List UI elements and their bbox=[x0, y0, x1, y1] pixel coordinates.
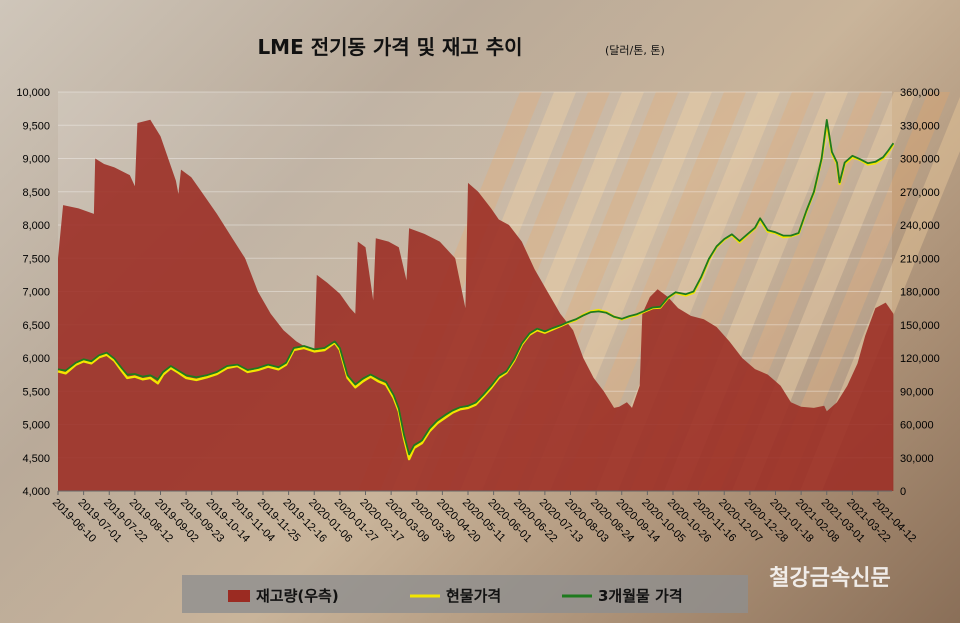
y-tick-right-label: 120,000 bbox=[900, 353, 940, 365]
legend: 재고량(우측) 현물가격 3개월물 가격 bbox=[182, 575, 748, 613]
background-streak bbox=[562, 92, 746, 491]
y-tick-right-label: 30,000 bbox=[900, 453, 934, 465]
y-tick-right-label: 240,000 bbox=[900, 220, 940, 232]
y-tick-left-label: 10,000 bbox=[16, 87, 50, 99]
legend-box bbox=[182, 575, 748, 613]
watermark: 철강금속신문 bbox=[769, 566, 890, 591]
y-tick-right-label: 210,000 bbox=[900, 253, 940, 265]
y-tick-right-label: 60,000 bbox=[900, 420, 934, 432]
legend-label-3m: 3개월물 가격 bbox=[598, 587, 683, 605]
y-tick-left-label: 5,500 bbox=[22, 386, 50, 398]
y-tick-right-label: 90,000 bbox=[900, 386, 934, 398]
y-tick-left-label: 7,000 bbox=[22, 287, 50, 299]
y-axis-left: 4,000 4,500 5,000 5,500 6,000 6,500 7,000 7,500… bbox=[16, 87, 50, 498]
y-tick-left-label: 6,500 bbox=[22, 320, 50, 332]
unit-note: (달러/톤, 톤) bbox=[605, 44, 665, 57]
y-axis-right: 0 30,000 60,000 90,000 120,000 150,000 180,000… bbox=[900, 87, 940, 498]
chart-title: LME 전기동 가격 및 재고 추이 bbox=[257, 35, 522, 59]
y-tick-left-label: 5,000 bbox=[22, 420, 50, 432]
inventory-area bbox=[58, 119, 894, 491]
y-tick-left-label: 9,500 bbox=[22, 120, 50, 132]
y-tick-left-label: 8,500 bbox=[22, 187, 50, 199]
y-tick-right-label: 330,000 bbox=[900, 120, 940, 132]
legend-label-cash: 현물가격 bbox=[446, 587, 501, 605]
y-tick-right-label: 150,000 bbox=[900, 320, 940, 332]
y-tick-right-label: 300,000 bbox=[900, 154, 940, 166]
y-tick-right-label: 360,000 bbox=[900, 87, 940, 99]
y-tick-left-label: 4,500 bbox=[22, 453, 50, 465]
three-month-price-line bbox=[57, 119, 895, 456]
y-tick-left-label: 7,500 bbox=[22, 253, 50, 265]
background-streak bbox=[800, 96, 960, 491]
y-tick-right-label: 270,000 bbox=[900, 187, 940, 199]
y-tick-left-label: 8,000 bbox=[22, 220, 50, 232]
legend-label-inventory: 재고량(우측) bbox=[256, 587, 339, 605]
y-tick-right-label: 180,000 bbox=[900, 287, 940, 299]
x-axis: 2019-06-102019-07-012019-07-222019-08-12… bbox=[50, 491, 918, 545]
y-tick-right-label: 0 bbox=[900, 486, 906, 498]
y-tick-left-label: 4,000 bbox=[22, 486, 50, 498]
legend-swatch-inventory bbox=[228, 590, 250, 602]
y-tick-left-label: 9,000 bbox=[22, 154, 50, 166]
plot-area bbox=[57, 91, 895, 492]
y-tick-left-label: 6,000 bbox=[22, 353, 50, 365]
background-streak bbox=[766, 92, 950, 491]
